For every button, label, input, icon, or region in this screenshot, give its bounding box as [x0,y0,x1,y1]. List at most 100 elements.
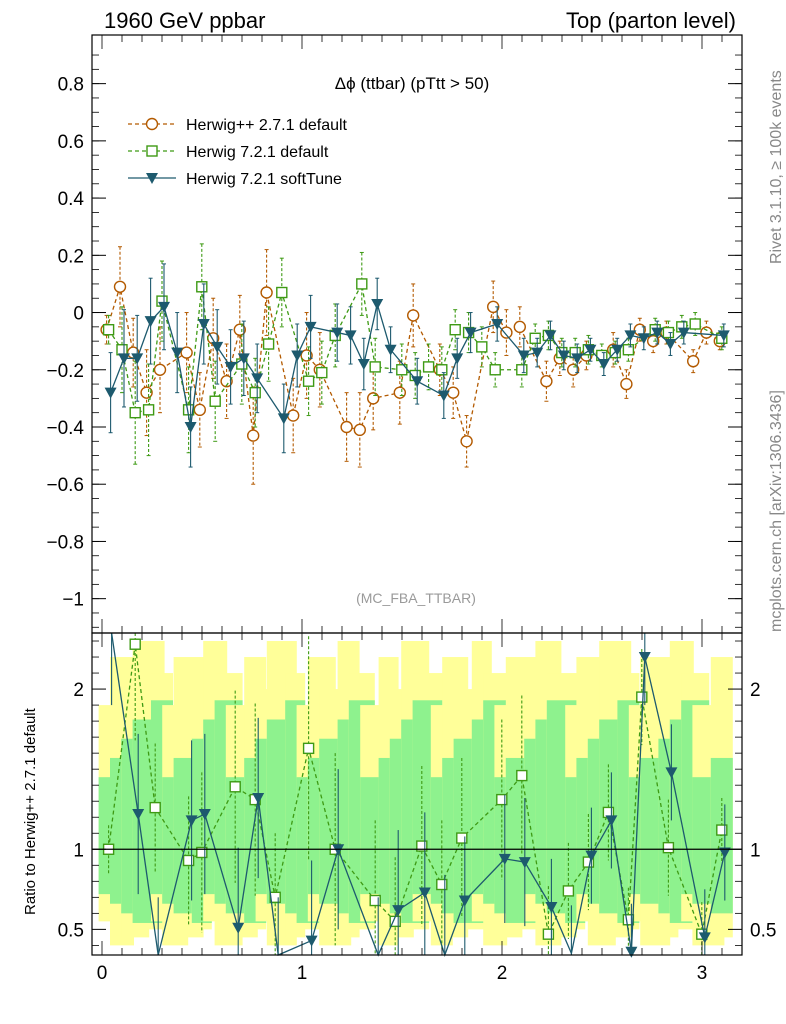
data-point [531,347,544,359]
ratio-data-point [636,691,648,703]
data-point [689,318,701,330]
data-point [104,387,117,399]
legend: Herwig++ 2.7.1 default Herwig 7.2.1 defau… [128,117,348,188]
ratio-data-point [662,841,675,854]
ratio-plot-frame [91,632,743,956]
data-point [516,364,528,376]
data-point [540,375,553,388]
data-point [437,390,450,402]
data-point [460,435,473,448]
data-point [357,359,370,371]
data-point [637,333,650,345]
ratio-series-1 [110,632,731,958]
data-point [180,346,193,359]
header-process-label: Top (parton level) [566,8,736,33]
data-point [356,278,368,290]
data-point [687,354,700,368]
ratio-data-point [129,638,141,650]
data-point [102,324,115,336]
data-point [304,321,317,333]
ratio-series-line [110,632,726,958]
data-point [260,286,273,299]
x-tick-label: 3 [697,963,708,984]
ratio-data-point [416,840,428,852]
main-y-tick-label: 0.6 [58,132,84,153]
ratio-data-point [458,895,471,907]
data-point [476,341,488,353]
analysis-watermark: (MC_FBA_TTBAR) [356,590,476,606]
chart-title: Δϕ (ttbar) (pTtt > 50) [335,74,490,93]
data-point [331,327,344,339]
data-point [158,301,170,313]
data-point [620,377,633,391]
ratio-data-point [369,894,381,907]
data-point [140,386,153,399]
series-line [105,286,721,442]
x-tick-label: 1 [297,963,308,984]
data-point [224,361,237,373]
data-point [262,338,275,350]
data-point [251,373,264,385]
data-point [611,344,624,356]
legend-marker [146,173,158,184]
x-tick-label: 0 [97,963,108,984]
ratio-data-point [182,854,195,867]
ratio-series-line [107,644,723,937]
data-point [129,406,141,419]
data-point [367,392,380,405]
ratio-data-point [518,857,531,869]
data-point [513,320,526,334]
data-point [597,359,610,371]
ratio-data-point [516,769,528,782]
data-point [651,327,664,339]
ratio-data-point [716,824,728,836]
data-point [220,375,233,388]
ratio-y-tick-label-right: 1 [750,840,761,861]
data-point [489,364,501,376]
data-point [209,395,221,407]
ratio-data-point [198,809,211,821]
main-y-tick-label: −0.2 [46,361,84,382]
ratio-y-tick-label: 0.5 [58,920,84,941]
series-1 [102,243,728,465]
axes: −1 −0.8 −0.6 −0.4 −0.2 0 0.2 0.4 0.6 0.8 0 1 2 3 0.5 0.… [46,34,776,984]
data-point [624,330,637,342]
data-point [184,421,197,433]
data-point [422,361,435,373]
data-point [153,363,167,376]
data-point [196,281,208,293]
data-point [246,429,260,442]
ratio-data-point [229,781,241,793]
data-point [544,330,557,342]
ratio-y-tick-label: 2 [73,680,84,701]
ratio-data-point [302,742,315,755]
ratio-data-point [305,935,318,947]
data-point [344,330,357,342]
ratio-data-point [582,856,595,868]
ratio-data-point [418,887,431,899]
data-point [171,347,184,359]
data-point [500,326,513,339]
legend-label: Herwig 7.2.1 default [186,144,329,161]
ratio-data-point [436,878,448,891]
legend-marker [145,117,159,131]
data-point [277,413,290,425]
main-y-tick-label: 0.8 [58,75,84,96]
data-point [142,404,155,416]
data-point [249,386,261,399]
data-point [464,327,477,339]
ratio-data-point [698,932,711,944]
data-point [371,298,384,310]
data-point [407,309,420,322]
data-point [717,330,730,342]
ratio-data-point [665,767,678,779]
legend-marker [146,145,158,157]
main-y-tick-label: 0.2 [58,246,84,267]
data-point [384,344,397,356]
main-y-tick-label: −0.4 [46,418,84,439]
data-point [449,324,461,336]
data-point [131,353,144,365]
ratio-data-point [496,793,508,806]
series-2 [104,263,730,468]
data-point [197,318,210,330]
